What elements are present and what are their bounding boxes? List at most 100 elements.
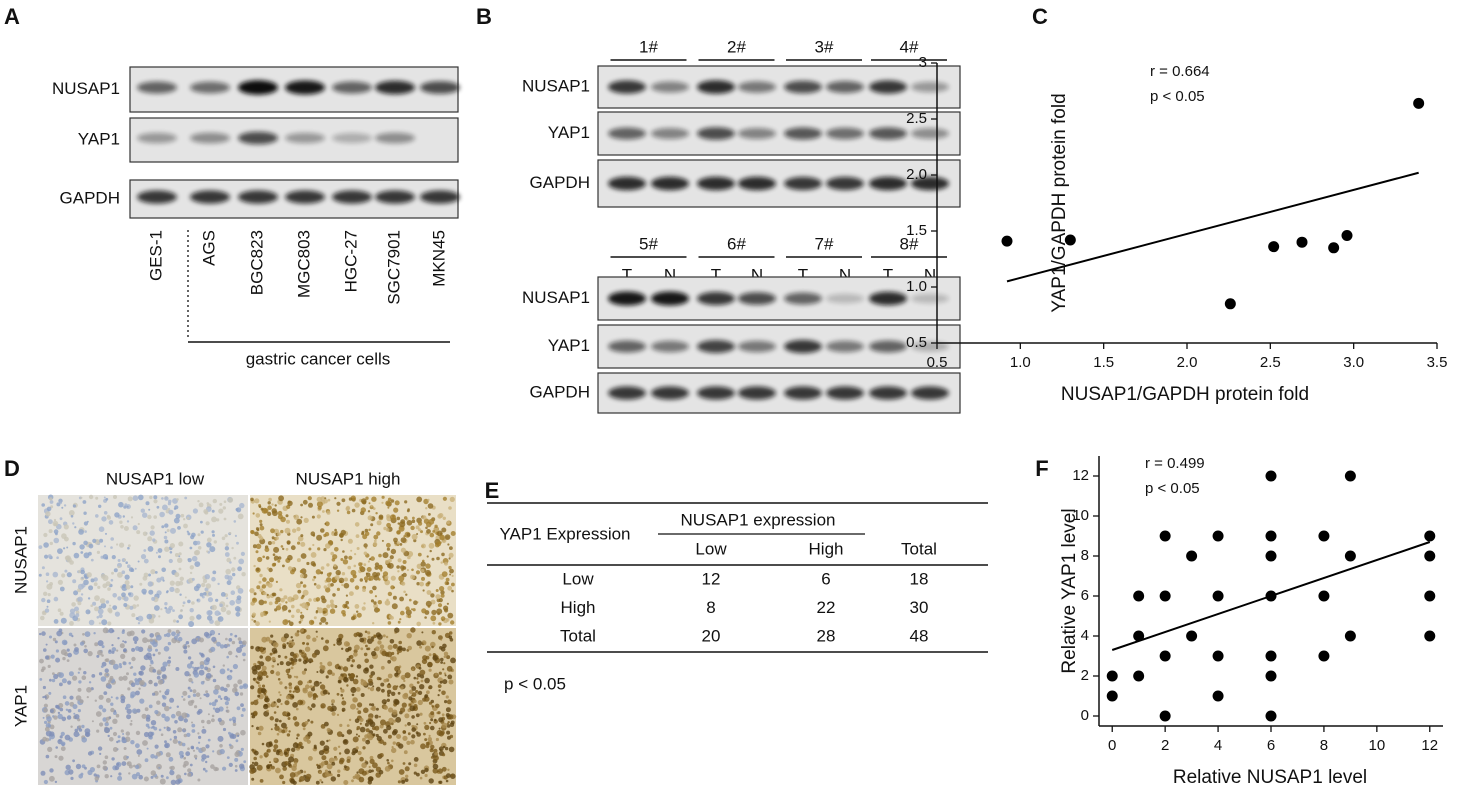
cell [310, 687, 316, 692]
cell [207, 597, 214, 603]
cell [189, 565, 194, 570]
band [420, 190, 460, 204]
cell [387, 497, 392, 502]
cell [222, 727, 227, 732]
cell [259, 525, 265, 531]
cell [371, 636, 375, 640]
cell [336, 731, 343, 737]
cell [139, 698, 145, 704]
cell [52, 672, 55, 675]
cell [275, 767, 281, 774]
cell [204, 666, 209, 671]
cell [97, 746, 103, 751]
cell [451, 574, 454, 578]
band [784, 292, 822, 305]
cell [362, 588, 366, 592]
cell [399, 543, 403, 546]
cell [46, 599, 51, 603]
label: SGC7901 [384, 230, 403, 305]
cell [343, 780, 349, 785]
cell [105, 600, 110, 604]
cell [156, 700, 161, 705]
cell [46, 580, 49, 583]
cell [384, 600, 391, 606]
y-tick-label: 2 [1081, 667, 1089, 684]
cell [411, 724, 415, 728]
cell [102, 575, 109, 581]
cell [388, 614, 393, 619]
cell [430, 593, 435, 598]
cell [307, 693, 313, 698]
cell [382, 634, 386, 638]
cell [213, 689, 219, 695]
cell [157, 679, 164, 685]
cell [291, 614, 295, 618]
cell [385, 678, 390, 682]
cell [154, 605, 160, 611]
label: 12 [702, 569, 721, 588]
cell [432, 768, 439, 774]
cell [149, 638, 153, 642]
cell [42, 736, 47, 742]
cell [365, 739, 371, 745]
cell [381, 539, 384, 542]
cell [320, 703, 326, 709]
cell [341, 610, 346, 615]
label: 4# [900, 37, 919, 56]
cell [278, 691, 281, 694]
cell [204, 574, 210, 580]
cell [441, 766, 447, 772]
cell [70, 515, 74, 518]
cell [43, 779, 49, 785]
cell [191, 532, 196, 538]
cell [228, 743, 232, 747]
cell [390, 656, 394, 661]
cell [113, 711, 117, 715]
cell [205, 769, 208, 773]
cell [273, 748, 277, 753]
label: GAPDH [60, 188, 120, 207]
cell [169, 706, 172, 709]
cell [234, 769, 238, 772]
cell [66, 572, 72, 578]
cell [187, 656, 192, 660]
cell [302, 584, 307, 588]
cell [420, 568, 425, 573]
cell [420, 561, 426, 567]
cell [359, 722, 362, 725]
cell [125, 706, 129, 711]
cell [397, 780, 401, 784]
cell [227, 497, 234, 503]
cell [351, 508, 356, 513]
cell [418, 521, 423, 526]
cell [178, 580, 184, 586]
band [651, 340, 689, 353]
cell [388, 558, 392, 563]
cell [322, 645, 329, 652]
cell [86, 520, 89, 523]
cell [195, 637, 199, 641]
cell [235, 739, 239, 743]
cell [334, 575, 340, 581]
cell [183, 733, 188, 738]
cell [333, 532, 338, 536]
cell [205, 521, 210, 526]
cell [285, 687, 288, 690]
cell [98, 613, 103, 619]
cell [143, 654, 150, 661]
cell [442, 753, 446, 757]
cell [411, 668, 414, 671]
cell [235, 611, 241, 617]
cell [288, 668, 291, 671]
cell [147, 546, 154, 552]
cell [127, 564, 131, 568]
cell [382, 552, 389, 559]
cell [59, 586, 65, 592]
panel-label: B [476, 4, 492, 29]
cell [131, 773, 138, 780]
y-tick-label: 6 [1081, 587, 1089, 604]
cell [339, 757, 345, 763]
cell [446, 581, 450, 585]
cell [443, 672, 447, 675]
cell [83, 521, 88, 526]
